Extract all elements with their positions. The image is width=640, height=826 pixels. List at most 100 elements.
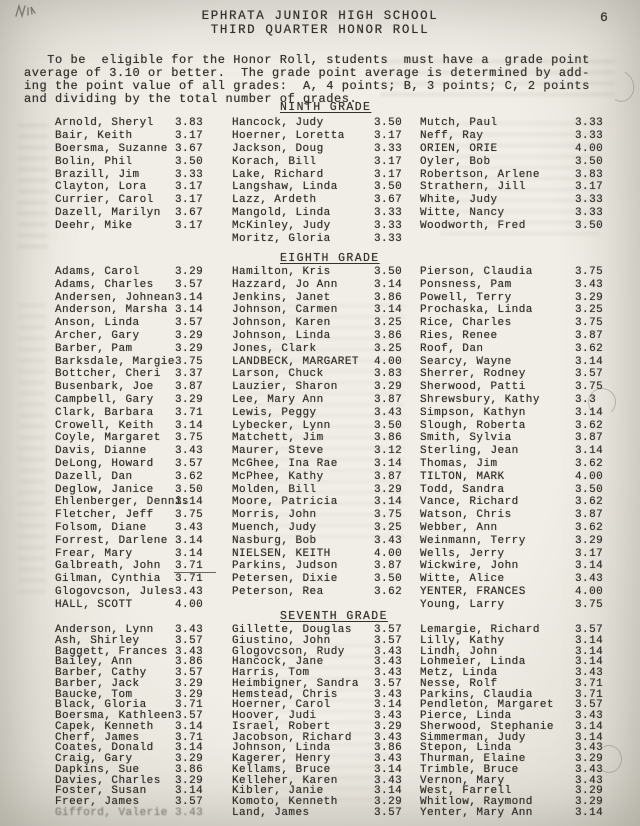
student-name: Black, Gloria: [55, 699, 147, 712]
student-gpa: 3.43: [175, 445, 204, 458]
student-name: Ash, Shirley: [55, 634, 140, 647]
student-gpa: 4.00: [374, 355, 403, 368]
honor-roll-row: Woodworth, Fred 3.50: [420, 220, 612, 233]
honor-roll-row: Craig, Gary 3.29: [55, 753, 223, 765]
student-name: Wickwire, John: [420, 560, 519, 573]
student-name: Johnson, Carmen: [232, 304, 338, 317]
student-name: McKinley, Judy: [232, 220, 331, 233]
student-gpa: 3.62: [575, 521, 604, 534]
student-gpa: 3.50: [374, 573, 403, 586]
student-gpa: 3.75: [374, 509, 403, 522]
honor-roll-row: Campbell, Gary 3.29: [55, 394, 223, 407]
student-name: Hoerner, Carol: [232, 699, 331, 712]
honor-roll-row: White, Judy 3.33: [420, 194, 612, 207]
student-name: McPhee, Kathy: [232, 470, 324, 483]
student-name: Glogovcson, Jules: [55, 585, 175, 598]
student-name: Thomas, Jim: [420, 457, 498, 470]
student-name: Land, James: [232, 806, 310, 819]
honor-roll-row: Nasburg, Bob 3.43: [232, 535, 408, 548]
student-name: Parkins, Judson: [232, 560, 338, 573]
student-name: Folsom, Diane: [55, 521, 147, 534]
student-name: Johnson, Linda: [232, 742, 331, 755]
honor-roll-row: Moore, Patricia 3.14: [232, 496, 408, 509]
student-gpa: 3.50: [374, 419, 403, 432]
student-gpa: 3.57: [374, 677, 403, 690]
student-name: Dazell, Dan: [55, 470, 133, 483]
honor-roll-column: Anderson, Lynn 3.43 Ash, Shirley 3.57 Ba…: [55, 624, 223, 819]
student-name: Campbell, Gary: [55, 393, 154, 406]
student-name: Adams, Carol: [55, 266, 140, 278]
honor-roll-row: Gilman, Cynthia 3.71: [55, 573, 223, 586]
honor-roll-row: McKinley, Judy 3.33: [232, 220, 408, 233]
student-gpa: 3.43: [374, 710, 403, 722]
student-gpa: 3.43: [374, 753, 403, 765]
honor-roll-row: Ehlenberger, Dennis 3.14: [55, 496, 223, 509]
honor-roll-row: Lauzier, Sharon 3.29: [232, 381, 408, 394]
honor-roll-row: Nesse, Rolf 3.71: [420, 678, 612, 690]
honor-roll-row: Wells, Jerry 3.17: [420, 548, 612, 561]
student-gpa: 3.83: [374, 368, 403, 381]
honor-roll-row: Ries, Renee 3.87: [420, 330, 612, 343]
honor-roll-row: ORIEN, ORIE 4.00: [420, 143, 612, 156]
student-gpa: 3.87: [175, 381, 204, 394]
honor-roll-row: Todd, Sandra 3.50: [420, 484, 612, 497]
student-name: Gillette, Douglas: [232, 624, 352, 636]
student-name: Dazell, Marilyn: [55, 207, 161, 220]
honor-roll-row: Harris, Tom 3.43: [232, 667, 408, 679]
honor-roll-row: Metz, Linda 3.43: [420, 667, 612, 679]
student-gpa: 3.87: [575, 432, 604, 445]
honor-roll-row: Stepon, Linda 3.43: [420, 742, 612, 754]
honor-roll-row: Black, Gloria 3.71: [55, 699, 223, 712]
honor-roll-row: Vance, Richard 3.62: [420, 496, 612, 509]
honor-roll-row: Brazill, Jim 3.33: [55, 169, 223, 182]
student-name: Lemargie, Richard: [420, 624, 540, 636]
honor-roll-row: Hoover, Judi 3.43: [232, 710, 408, 722]
student-name: Woodworth, Fred: [420, 220, 526, 233]
honor-roll-row: Prochaska, Linda 3.25: [420, 304, 612, 317]
student-gpa: 3.71: [175, 560, 204, 573]
honor-roll-row: Glogovcson, Rudy 3.43: [232, 646, 408, 658]
school-name: EPHRATA JUNIOR HIGH SCHOOL: [201, 9, 439, 23]
honor-roll-row: Whitlow, Raymond 3.29: [420, 796, 612, 808]
honor-roll-row: Davies, Charles 3.29: [55, 775, 223, 787]
honor-roll-row: Lee, Mary Ann 3.87: [232, 394, 408, 407]
student-gpa: 3.43: [575, 667, 604, 679]
honor-roll-row: Boersma, Kathleen 3.57: [55, 710, 223, 722]
student-gpa: 3.14: [374, 278, 403, 291]
student-name: Shrewsbury, Kathy: [420, 393, 540, 406]
student-name: Adams, Charles: [55, 278, 154, 291]
honor-roll-column: Mutch, Paul 3.33 Neff, Ray 3.33 ORIEN, O…: [420, 117, 612, 233]
student-name: Baggett, Frances: [55, 645, 168, 658]
honor-roll-column: Arnold, Sheryl 3.83 Bair, Keith 3.17 Boe…: [55, 117, 223, 233]
honor-roll-row: Hancock, Jane 3.43: [232, 656, 408, 669]
student-name: Coyle, Margaret: [55, 432, 161, 445]
honor-roll-row: Dazell, Marilyn 3.67: [55, 207, 223, 220]
honor-roll-row: Larson, Chuck 3.83: [232, 368, 408, 381]
student-gpa: 3.14: [374, 785, 403, 798]
student-name: Kelleher, Karen: [232, 774, 338, 787]
student-name: Giustino, John: [232, 634, 331, 647]
student-gpa: 3.57: [575, 699, 604, 712]
honor-roll-row: Yenter, Mary Ann 3.14: [420, 807, 612, 819]
student-gpa: 3.33: [575, 129, 604, 142]
honor-roll-row: Deehr, Mike 3.17: [55, 220, 223, 233]
honor-roll-row: Kagerer, Henry 3.43: [232, 753, 408, 765]
student-gpa: 3.14: [175, 291, 204, 304]
honor-roll-row: Kellams, Bruce 3.14: [232, 764, 408, 776]
honor-roll-row: Hoerner, Loretta 3.17: [232, 130, 408, 143]
student-gpa: 3.57: [374, 806, 403, 819]
student-gpa: 3.12: [374, 445, 403, 458]
student-gpa: 3.33: [575, 207, 604, 220]
honor-roll-row: Kibler, Janie 3.14: [232, 785, 408, 798]
honor-roll-row: Peterson, Rea 3.62: [232, 586, 408, 599]
student-gpa: 3.86: [374, 432, 403, 445]
student-gpa: 3.17: [175, 220, 204, 233]
student-gpa: 3.43: [175, 645, 204, 658]
student-name: TILTON, MARK: [420, 470, 505, 483]
student-name: Sherwood, Patti: [420, 381, 526, 394]
student-name: Hancock, Jane: [232, 656, 324, 669]
honor-roll-row: Busenbark, Joe 3.87: [55, 381, 223, 394]
student-name: HALL, SCOTT: [55, 598, 133, 611]
student-name: Vernon, Mary: [420, 774, 505, 787]
honor-roll-row: Parkins, Claudia 3.71: [420, 689, 612, 701]
